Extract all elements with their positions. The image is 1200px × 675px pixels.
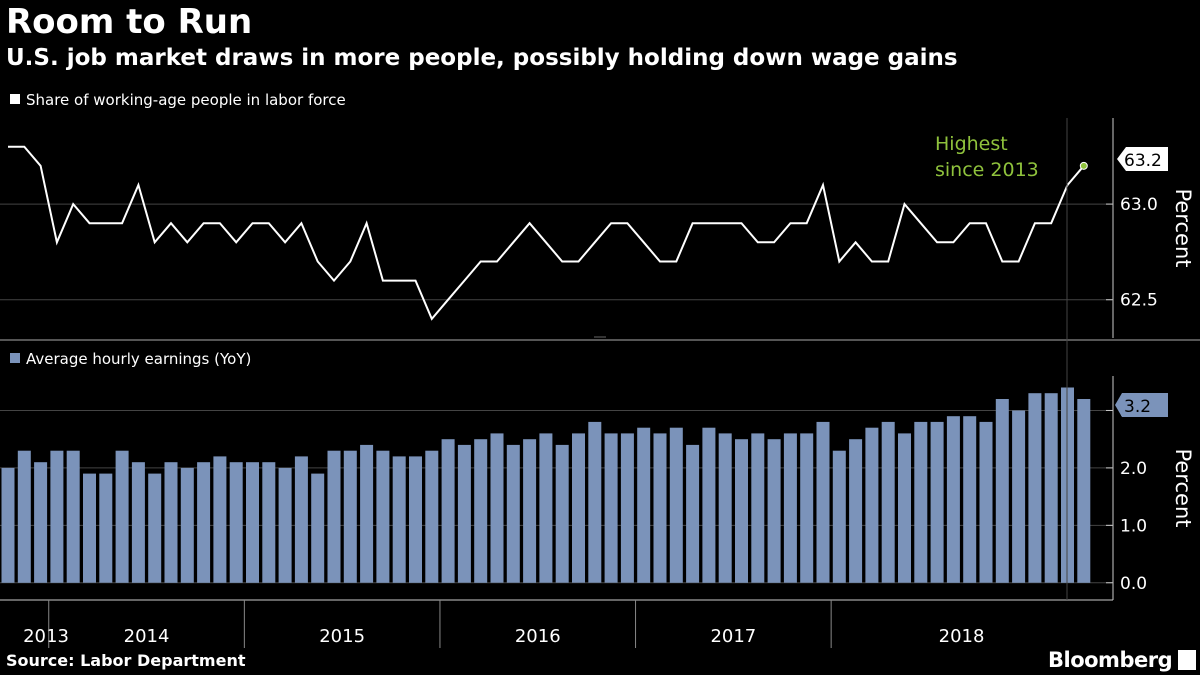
earnings-bar: [1028, 393, 1042, 583]
earnings-bar: [50, 450, 64, 583]
earnings-bar: [767, 439, 781, 583]
earnings-bar: [360, 444, 374, 583]
earnings-bar: [946, 416, 960, 583]
chart-subtitle: U.S. job market draws in more people, po…: [6, 45, 958, 71]
bar-y-tick-label: 1.0: [1120, 516, 1147, 536]
earnings-bar: [1077, 399, 1091, 583]
bar-y-tick-label: 2.0: [1120, 459, 1147, 479]
line-y-tick-label: 62.5: [1120, 291, 1158, 311]
earnings-bar: [800, 433, 814, 583]
x-tick-label: 2013: [23, 626, 69, 647]
earnings-bar: [963, 416, 977, 583]
earnings-bar: [881, 421, 895, 583]
earnings-bar: [686, 444, 700, 583]
x-tick-label: 2014: [124, 626, 170, 647]
bloomberg-mark-icon: [1178, 650, 1196, 670]
earnings-bar: [718, 433, 732, 583]
earnings-bar: [180, 467, 194, 583]
earnings-bar: [17, 450, 31, 583]
earnings-bar: [213, 456, 227, 583]
annotation-line-1: Highest: [935, 133, 1008, 155]
earnings-bar: [278, 467, 292, 583]
earnings-bar: [1, 467, 15, 583]
line-legend-label: Share of working-age people in labor for…: [26, 91, 346, 109]
earnings-bar: [669, 427, 683, 583]
source-note: Source: Labor Department: [6, 651, 246, 670]
earnings-bar: [783, 433, 797, 583]
bar-legend-swatch: [10, 353, 20, 363]
earnings-bar: [229, 462, 243, 583]
line-legend-swatch: [10, 94, 20, 104]
bar-y-tick-label: 0.0: [1120, 574, 1147, 594]
earnings-bar: [66, 450, 80, 583]
earnings-bar: [409, 456, 422, 583]
line-y-tick-label: 63.0: [1120, 195, 1158, 215]
earnings-bar: [425, 450, 439, 583]
earnings-bar: [490, 433, 504, 583]
earnings-bar: [83, 473, 96, 583]
bar-last-value-flag: [1115, 393, 1168, 417]
earnings-bar: [506, 444, 520, 583]
x-tick-label: 2016: [515, 626, 561, 647]
earnings-bar: [751, 433, 765, 583]
earnings-bar: [832, 450, 846, 583]
earnings-bar: [1044, 393, 1058, 583]
earnings-bar: [392, 456, 406, 583]
earnings-bar: [523, 439, 537, 583]
earnings-bar: [637, 427, 651, 583]
earnings-bar: [995, 399, 1009, 583]
earnings-bar: [604, 433, 618, 583]
earnings-bar: [327, 450, 341, 583]
annotation-line-2: since 2013: [935, 159, 1039, 181]
earnings-bar: [294, 456, 308, 583]
earnings-bar: [849, 439, 863, 583]
earnings-bar: [148, 473, 162, 583]
earnings-bar: [441, 439, 455, 583]
earnings-bar: [99, 473, 113, 583]
latest-point-marker: [1079, 161, 1088, 170]
earnings-bar: [979, 421, 993, 583]
earnings-bar: [164, 462, 178, 583]
earnings-bar: [898, 433, 911, 583]
bloomberg-logo: Bloomberg: [1048, 648, 1173, 672]
bar-y-axis-title: Percent: [1171, 448, 1195, 527]
earnings-bar: [1012, 410, 1026, 583]
chart-title: Room to Run: [6, 2, 253, 42]
line-last-value-label: 63.2: [1124, 151, 1162, 171]
earnings-bar: [34, 462, 48, 583]
line-y-axis-title: Percent: [1171, 188, 1195, 267]
earnings-bar: [735, 439, 748, 583]
earnings-bar: [131, 462, 145, 583]
earnings-bar: [572, 433, 585, 583]
earnings-bar: [115, 450, 129, 583]
earnings-bar: [930, 421, 944, 583]
earnings-bar: [376, 450, 390, 583]
earnings-bar: [246, 462, 259, 583]
earnings-bar: [539, 433, 553, 583]
earnings-bar: [343, 450, 357, 583]
line-last-value-flag: [1117, 147, 1168, 171]
earnings-bar: [457, 444, 471, 583]
x-tick-label: 2017: [710, 626, 756, 647]
earnings-bar: [311, 473, 325, 583]
earnings-bar: [865, 427, 879, 583]
x-tick-label: 2015: [319, 626, 365, 647]
earnings-bar: [653, 433, 667, 583]
bar-last-value-label: 3.2: [1124, 397, 1151, 417]
x-tick-label: 2018: [939, 626, 985, 647]
earnings-bar: [588, 421, 602, 583]
earnings-bar: [197, 462, 211, 583]
labor-force-line: [8, 145, 1085, 321]
earnings-bar: [555, 444, 569, 583]
earnings-bar: [914, 421, 928, 583]
earnings-bar: [262, 462, 276, 583]
earnings-bar: [474, 439, 488, 583]
earnings-bar: [702, 427, 716, 583]
earnings-bar: [620, 433, 634, 583]
bar-legend-label: Average hourly earnings (YoY): [26, 350, 251, 368]
earnings-bar: [816, 421, 830, 583]
